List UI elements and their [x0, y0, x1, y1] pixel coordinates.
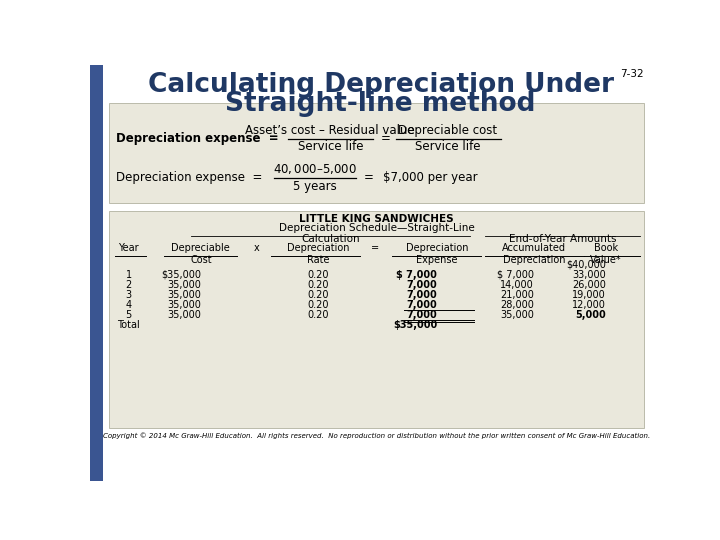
Text: 4: 4 [126, 300, 132, 309]
Text: 5 years: 5 years [293, 179, 337, 193]
Text: 0.20: 0.20 [308, 289, 329, 300]
Text: $35,000: $35,000 [161, 269, 201, 280]
Text: Accumulated
Depreciation: Accumulated Depreciation [502, 242, 566, 265]
Text: 35,000: 35,000 [167, 280, 201, 289]
Text: 3: 3 [126, 289, 132, 300]
Text: 7,000: 7,000 [407, 289, 437, 300]
Text: 19,000: 19,000 [572, 289, 606, 300]
Text: 0.20: 0.20 [308, 269, 329, 280]
Text: 1: 1 [126, 269, 132, 280]
Text: Depreciation expense  =: Depreciation expense = [116, 132, 278, 145]
Text: 35,000: 35,000 [500, 309, 534, 320]
Text: 5,000: 5,000 [575, 309, 606, 320]
FancyBboxPatch shape [109, 211, 644, 428]
Text: Book
Value*: Book Value* [590, 242, 622, 265]
Text: =: = [371, 242, 379, 253]
Text: Depreciation
Rate: Depreciation Rate [287, 242, 350, 265]
Text: 7,000: 7,000 [407, 280, 437, 289]
Text: 5: 5 [125, 309, 132, 320]
Text: 35,000: 35,000 [167, 289, 201, 300]
Text: 0.20: 0.20 [308, 280, 329, 289]
Text: $ 7,000: $ 7,000 [497, 269, 534, 280]
Text: 0.20: 0.20 [308, 300, 329, 309]
Text: 21,000: 21,000 [500, 289, 534, 300]
Bar [90, 65, 103, 481]
Text: $35,000: $35,000 [393, 320, 437, 329]
Text: $7,000 per year: $7,000 per year [383, 172, 477, 185]
Text: 26,000: 26,000 [572, 280, 606, 289]
Text: 7,000: 7,000 [407, 309, 437, 320]
Text: Depreciable cost: Depreciable cost [398, 124, 498, 137]
Text: Asset’s cost – Residual value: Asset’s cost – Residual value [246, 124, 415, 137]
Text: Calculation: Calculation [301, 234, 359, 244]
Text: Depreciation
Expense: Depreciation Expense [406, 242, 469, 265]
Text: 7-32: 7-32 [620, 70, 644, 79]
Text: x: x [253, 242, 259, 253]
Text: 28,000: 28,000 [500, 300, 534, 309]
Text: End-of-Year Amounts: End-of-Year Amounts [509, 234, 616, 244]
Text: Depreciation expense  =: Depreciation expense = [116, 172, 262, 185]
Text: Depreciable
Cost: Depreciable Cost [171, 242, 230, 265]
Text: =: = [364, 172, 374, 185]
Text: Calculating Depreciation Under: Calculating Depreciation Under [148, 72, 613, 98]
Text: Depreciation Schedule—Straight-Line: Depreciation Schedule—Straight-Line [279, 224, 474, 233]
Text: 35,000: 35,000 [167, 309, 201, 320]
Text: 14,000: 14,000 [500, 280, 534, 289]
Text: LITTLE KING SANDWICHES: LITTLE KING SANDWICHES [300, 214, 454, 224]
Text: 2: 2 [125, 280, 132, 289]
Text: $40,000: $40,000 [566, 260, 606, 269]
Text: Copyright © 2014 Mc Graw-Hill Education.  All rights reserved.  No reproduction : Copyright © 2014 Mc Graw-Hill Education.… [103, 432, 650, 439]
Text: Service life: Service life [415, 140, 481, 153]
Text: 12,000: 12,000 [572, 300, 606, 309]
Text: $40,000 – $5,000: $40,000 – $5,000 [273, 163, 357, 177]
Text: Total: Total [117, 320, 140, 329]
FancyBboxPatch shape [109, 103, 644, 204]
Text: Straight-line method: Straight-line method [225, 91, 536, 117]
Text: Year: Year [118, 242, 139, 253]
Text: $ 7,000: $ 7,000 [396, 269, 437, 280]
Text: Service life: Service life [297, 140, 363, 153]
Text: 33,000: 33,000 [572, 269, 606, 280]
Text: 35,000: 35,000 [167, 300, 201, 309]
Text: 0.20: 0.20 [308, 309, 329, 320]
Text: 7,000: 7,000 [407, 300, 437, 309]
Text: =: = [381, 132, 391, 145]
